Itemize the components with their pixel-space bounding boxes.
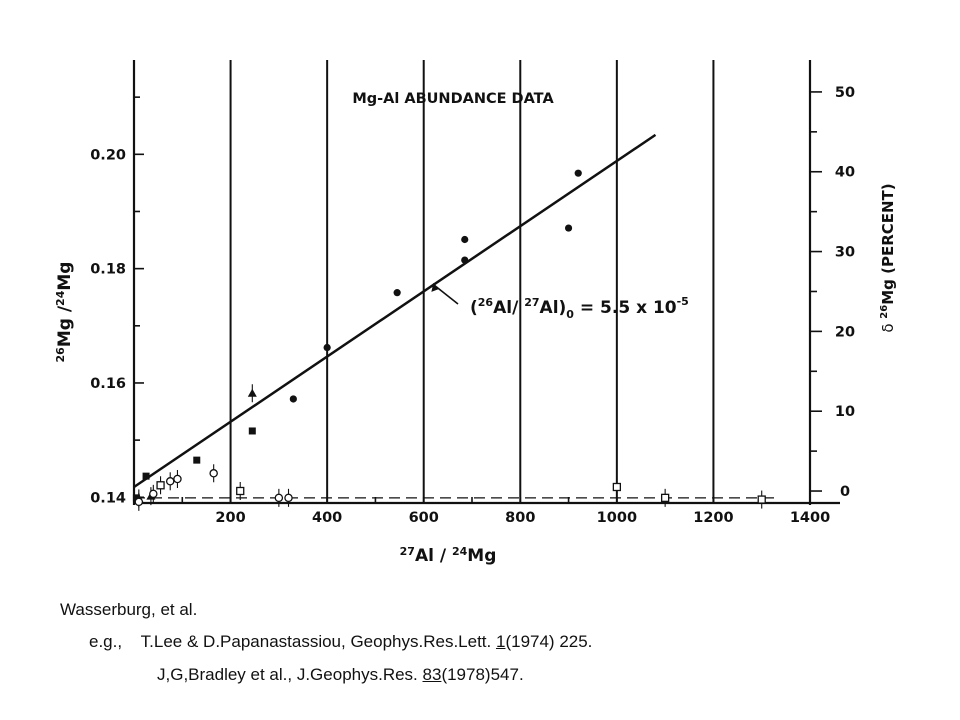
x-tick-label: 1200	[693, 510, 733, 526]
data-point-filled-square	[132, 494, 140, 502]
caption-reference-1-volume: 1	[495, 632, 506, 651]
caption-reference-1-text: e.g., T.Lee & D.Papanastassiou, Geophys.…	[89, 632, 496, 651]
y2-tick-label: 10	[835, 404, 855, 420]
y-tick-label: 0.14	[90, 490, 126, 506]
data-point-filled-square	[142, 472, 150, 480]
data-point-open-circle	[134, 497, 144, 507]
y2-tick-label: 0	[840, 484, 850, 500]
y-tick-label: 0.20	[90, 147, 126, 163]
caption-author: Wasserburg, et al.	[60, 600, 198, 619]
data-point-filled-square	[193, 456, 201, 464]
y2-axis-label: δ 26Mg (PERCENT)	[879, 183, 897, 332]
data-point-filled-circle	[393, 289, 401, 297]
data-point-filled-circle	[323, 343, 331, 352]
caption-reference-1: e.g., T.Lee & D.Papanastassiou, Geophys.…	[89, 632, 592, 652]
data-point-open-circle	[173, 474, 182, 484]
x-tick-label: 400	[312, 510, 342, 526]
y2-tick-label: 20	[835, 324, 855, 340]
x-tick-label: 200	[215, 510, 245, 526]
data-point-open-square	[612, 482, 622, 492]
isochron-line	[133, 133, 657, 489]
data-point-open-circle	[165, 477, 175, 486]
data-point-open-circle	[209, 469, 218, 478]
annotation-arrow	[435, 286, 459, 305]
data-point-open-circle	[149, 489, 158, 499]
slope-annotation: (26Al/ 27Al)0 = 5.5 x 10-5	[470, 295, 689, 321]
annotation-arrowhead	[431, 282, 440, 292]
y2-tick-label: 40	[835, 165, 855, 181]
y2-tick-label: 30	[835, 245, 855, 261]
data-point-filled-circle	[289, 395, 297, 403]
data-point-open-square	[156, 481, 165, 490]
data-point-open-square	[236, 486, 245, 496]
y-tick-label: 0.18	[90, 262, 126, 278]
data-point-open-square	[660, 493, 670, 503]
caption-reference-1-pages: (1974) 225.	[505, 632, 593, 651]
x-tick-label: 600	[409, 510, 439, 526]
data-point-filled-circle	[461, 256, 469, 264]
y2-tick-label: 50	[835, 85, 855, 101]
x-tick-label: 1400	[790, 510, 830, 526]
caption-reference-2-text: J,G,Bradley et al., J.Geophys.Res.	[157, 665, 423, 684]
x-tick-label: 1000	[597, 510, 637, 526]
caption-reference-2: J,G,Bradley et al., J.Geophys.Res. 83(19…	[157, 665, 524, 685]
caption-reference-2-pages: (1978)547.	[441, 665, 524, 684]
caption-reference-2-volume: 83	[422, 665, 442, 684]
y-axis-label: 26Mg /24Mg	[54, 262, 75, 363]
data-point-filled-square	[248, 427, 256, 435]
x-axis-label: 27Al / 24Mg	[400, 545, 497, 566]
data-point-open-circle	[284, 493, 293, 503]
chart-title: Mg-Al ABUNDANCE DATA	[352, 91, 554, 107]
y-tick-label: 0.16	[90, 376, 126, 392]
data-point-filled-circle	[461, 235, 469, 244]
data-point-filled-circle	[574, 169, 582, 177]
data-point-filled-circle	[564, 224, 573, 232]
x-tick-label: 800	[505, 510, 535, 526]
data-point-filled-triangle	[247, 388, 257, 397]
data-point-open-circle	[274, 493, 284, 503]
data-point-open-square	[757, 495, 766, 504]
